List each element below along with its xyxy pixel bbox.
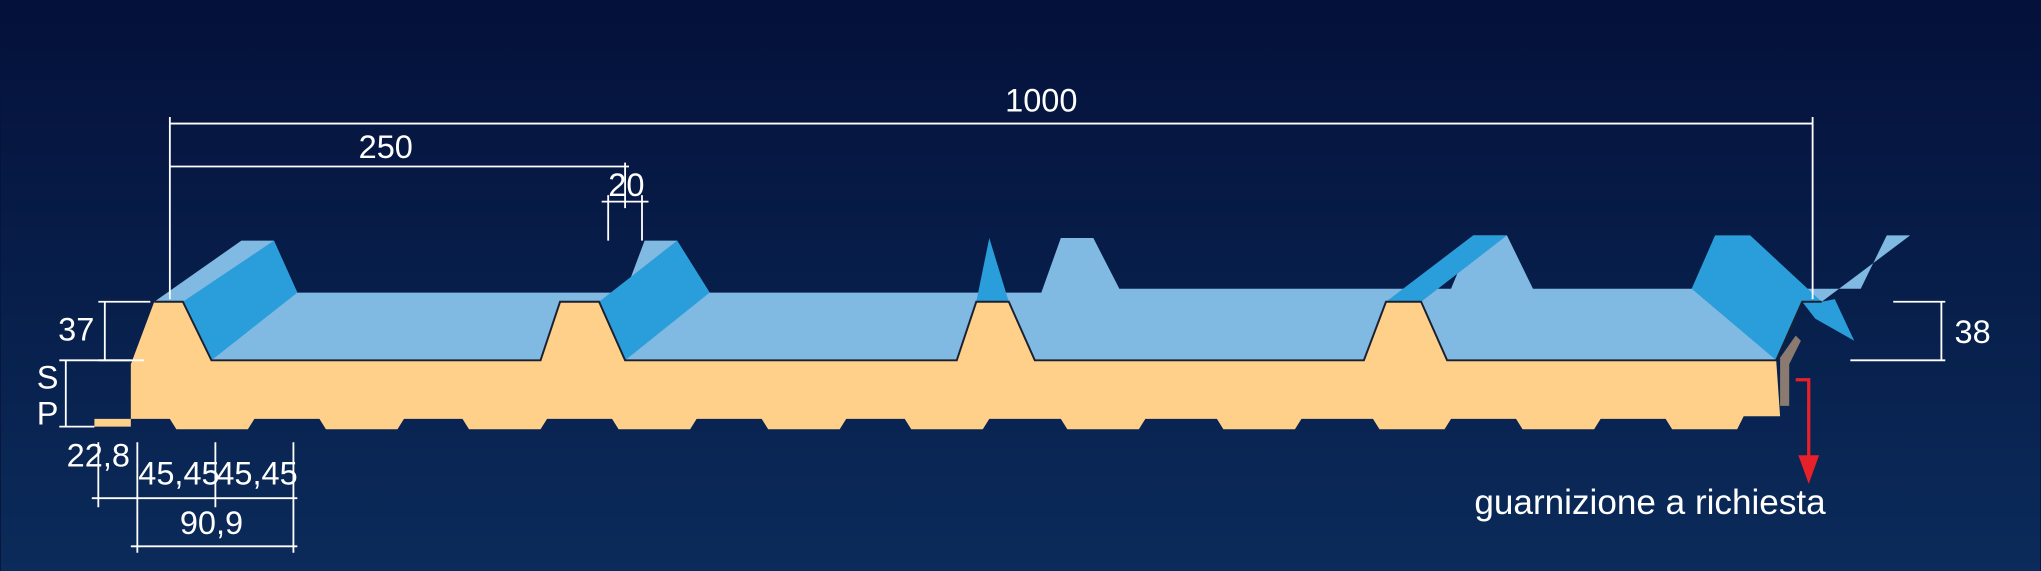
dim-label: 45,45: [138, 456, 219, 492]
sheet-top: [154, 235, 1911, 361]
arrow: [1795, 378, 1811, 462]
sheet-edge: [154, 300, 1822, 362]
dim-label: SP: [30, 359, 66, 431]
dim-label: 1000: [1005, 82, 1077, 118]
dim-label: 250: [359, 129, 413, 165]
dimension-lines: [59, 117, 1946, 553]
note: guarnizione a richiesta: [1474, 483, 1826, 522]
foam: [94, 301, 1781, 430]
dim-label: 90,9: [180, 505, 243, 541]
dim-label: 38: [1955, 314, 1991, 350]
dim-label: 37: [58, 311, 94, 347]
arrow-head: [1798, 455, 1820, 484]
dim-label: 20: [608, 167, 644, 203]
dim-label: 22,8: [67, 437, 130, 473]
gasket: [1780, 335, 1801, 406]
dim-label: 45,45: [216, 456, 297, 492]
